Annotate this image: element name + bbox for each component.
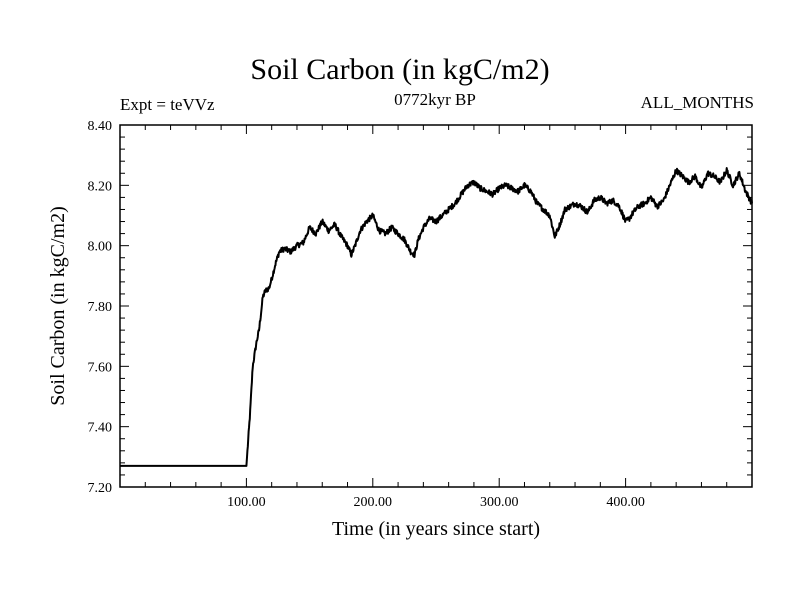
months-label: ALL_MONTHS bbox=[640, 93, 754, 112]
y-tick-label: 7.20 bbox=[88, 481, 113, 496]
x-tick-label: 200.00 bbox=[354, 495, 393, 510]
experiment-label: Expt = teVVz bbox=[120, 95, 215, 114]
y-tick-label: 7.80 bbox=[88, 300, 113, 315]
y-axis-label: Soil Carbon (in kgC/m2) bbox=[47, 206, 69, 405]
ticks-layer bbox=[120, 124, 752, 488]
y-tick-label: 8.40 bbox=[88, 119, 113, 134]
series-line-soil-carbon bbox=[119, 167, 753, 467]
period-label: 0772kyr BP bbox=[394, 90, 476, 109]
plot-frame bbox=[119, 124, 753, 488]
tick-labels-layer: 100.00 200.00 300.00 400.00 7.20 7.40 7.60 7.80… bbox=[88, 119, 645, 510]
x-tick-label: 400.00 bbox=[606, 495, 645, 510]
y-tick-label: 7.40 bbox=[88, 421, 113, 436]
y-tick-label: 8.00 bbox=[88, 240, 113, 255]
chart-title: Soil Carbon (in kgC/m2) bbox=[250, 53, 550, 86]
x-tick-label: 100.00 bbox=[227, 495, 266, 510]
x-axis-label: Time (in years since start) bbox=[332, 518, 540, 540]
y-tick-label: 8.20 bbox=[88, 179, 113, 194]
y-tick-label: 7.60 bbox=[88, 360, 113, 375]
x-tick-label: 300.00 bbox=[480, 495, 519, 510]
